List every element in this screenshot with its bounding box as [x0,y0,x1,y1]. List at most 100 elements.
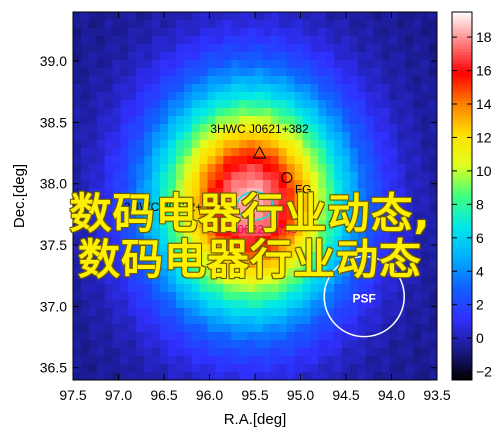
heatmap-cell [357,140,367,149]
heatmap-cell [334,92,343,101]
heatmap-cell [342,76,351,85]
heatmap-cell [207,36,217,45]
heatmap-cell [310,268,319,277]
heatmap-cell [405,140,414,149]
heatmap-cell [334,44,343,53]
heatmap-cell [152,276,161,285]
heatmap-cell [429,212,437,221]
heatmap-cell [255,268,264,277]
heatmap-cell [80,60,90,69]
heatmap-cell [231,364,240,373]
heatmap-cell [136,276,145,285]
heatmap-cell [302,340,311,349]
heatmap-cell [278,52,288,61]
heatmap-cell [104,364,114,373]
heatmap-cell [175,164,185,173]
heatmap-cell [421,92,430,101]
heatmap-cell [310,148,319,157]
heatmap-cell [286,308,296,317]
heatmap-cell [294,252,304,261]
heatmap-cell [128,148,137,157]
heatmap-cell [326,300,335,309]
heatmap-cell [191,36,201,45]
heatmap-cell [231,116,240,125]
heatmap-cell [365,12,375,21]
heatmap-cell [215,76,224,85]
colorbar-segment [452,238,472,243]
heatmap-cell [421,52,430,61]
colorbar-segment [452,248,472,252]
heatmap-cell [318,12,327,21]
heatmap-cell [191,68,201,77]
heatmap-cell [262,196,272,205]
heatmap-cell [349,244,359,253]
heatmap-cell [160,300,169,309]
heatmap-cell [215,188,224,197]
heatmap-cell [247,268,256,277]
heatmap-cell [318,308,327,317]
heatmap-cell [96,340,106,349]
heatmap-cell [73,52,82,61]
heatmap-cell [96,180,106,189]
heatmap-cell [96,60,106,69]
heatmap-cell [342,172,351,181]
heatmap-cell [278,172,288,181]
heatmap-cell [262,284,272,293]
heatmap-cell [357,44,367,53]
heatmap-cell [255,148,264,157]
heatmap-cell [175,84,185,93]
heatmap-cell [88,196,98,205]
heatmap-cell [112,164,122,173]
heatmap-cell [294,236,304,245]
heatmap-cell [310,68,319,77]
heatmap-cell [144,300,153,309]
heatmap-cell [88,260,98,269]
heatmap-cell [167,348,177,357]
heatmap-cell [357,292,367,301]
heatmap-cell [286,68,296,77]
heatmap-cell [215,116,224,125]
heatmap-cell [310,116,319,125]
heatmap-cell [191,356,201,365]
heatmap-cell [381,172,391,181]
heatmap-cell [397,204,406,213]
heatmap-cell [136,188,145,197]
heatmap-cell [160,340,169,349]
heatmap-cell [175,36,185,45]
heatmap-cell [167,20,177,29]
heatmap-cell [120,100,129,109]
heatmap-cell [128,340,137,349]
heatmap-cell [302,324,311,333]
heatmap-cell [231,132,240,141]
heatmap-cell [136,132,145,141]
heatmap-cell [365,20,375,29]
heatmap-cell [334,276,343,285]
heatmap-cell [421,60,430,69]
heatmap-cell [389,132,399,141]
heatmap-cell [413,300,422,309]
heatmap-cell [183,76,193,85]
heatmap-cell [239,180,248,189]
heatmap-cell [262,268,272,277]
heatmap-cell [429,356,437,365]
heatmap-cell [167,340,177,349]
heatmap-cell [239,356,248,365]
heatmap-cell [215,284,224,293]
heatmap-cell [381,364,391,373]
heatmap-cell [112,268,122,277]
heatmap-cell [405,308,414,317]
heatmap-cell [397,196,406,205]
heatmap-cell [223,116,232,125]
heatmap-cell [80,188,90,197]
heatmap-cell [262,60,272,69]
heatmap-cell [120,308,129,317]
heatmap-cell [349,44,359,53]
heatmap-cell [239,316,248,325]
heatmap-cell [381,348,391,357]
heatmap-cell [231,324,240,333]
heatmap-cell [255,300,264,309]
heatmap-cell [104,308,114,317]
heatmap-cell [294,340,304,349]
heatmap-cell [96,156,106,165]
